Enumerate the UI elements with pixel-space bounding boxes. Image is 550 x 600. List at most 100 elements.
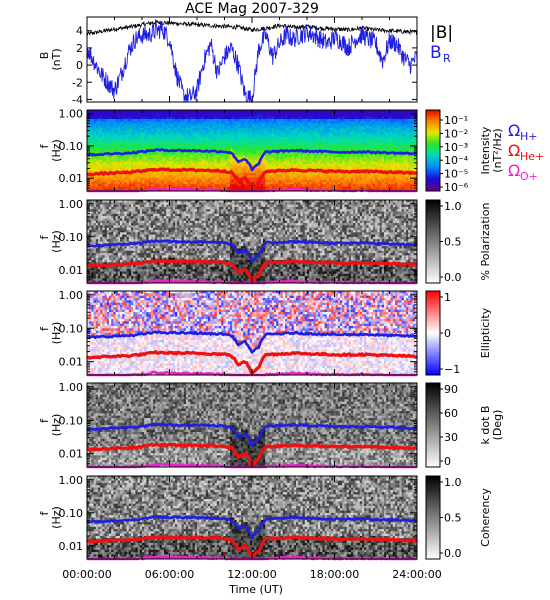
heatmap-cell <box>120 112 123 115</box>
heatmap-cell <box>223 155 226 158</box>
heatmap-cell <box>93 150 97 154</box>
heatmap-cell <box>172 119 176 122</box>
heatmap-cell <box>214 114 218 118</box>
heatmap-cell <box>155 134 158 138</box>
heatmap-cell <box>164 128 167 131</box>
heatmap-cell <box>203 130 207 133</box>
heatmap-cell <box>115 114 119 118</box>
heatmap-cell <box>293 114 297 118</box>
heatmap-cell <box>267 114 270 118</box>
heatmap-cell <box>146 121 149 124</box>
heatmap-cell <box>256 159 259 163</box>
heatmap-cell <box>304 166 308 169</box>
heatmap-cell <box>271 166 275 169</box>
heatmap-cell <box>170 141 174 145</box>
heatmap-cell <box>201 119 204 122</box>
heatmap-cell <box>179 132 182 136</box>
heatmap-cell <box>245 164 248 167</box>
heatmap-cell <box>203 155 207 158</box>
heatmap-cell <box>230 166 233 169</box>
heatmap-cell <box>285 164 288 167</box>
heatmap-cell <box>109 177 112 181</box>
heatmap-cell <box>168 130 171 133</box>
heatmap-cell <box>293 139 297 142</box>
heatmap-cell <box>100 161 103 165</box>
heatmap-cell <box>137 130 141 133</box>
heatmap-cell <box>309 128 312 131</box>
heatmap-cell <box>269 182 273 185</box>
heatmap-cell <box>106 137 110 140</box>
heatmap-cell <box>296 132 299 136</box>
heatmap-cell <box>309 179 312 183</box>
heatmap-cell <box>155 121 158 124</box>
heatmap-cell <box>197 175 200 178</box>
heatmap-cell <box>269 173 273 176</box>
heatmap-cell <box>212 125 215 129</box>
heatmap-cell <box>274 164 277 167</box>
heatmap-cell <box>150 128 154 131</box>
heatmap-cell <box>115 182 119 185</box>
heatmap-cell <box>126 184 130 187</box>
heatmap-cell <box>91 134 94 138</box>
heatmap-cell <box>115 175 119 178</box>
heatmap-cell <box>311 184 314 187</box>
heatmap-cell <box>221 119 224 122</box>
heatmap-cell <box>267 175 270 178</box>
heatmap-cell <box>311 182 314 185</box>
heatmap-cell <box>309 130 312 133</box>
heatmap-cell <box>111 159 114 163</box>
heatmap-cell <box>98 146 101 149</box>
heatmap-cell <box>117 173 121 176</box>
heatmap-cell <box>131 143 134 147</box>
heatmap-cell <box>109 159 112 163</box>
heatmap-cell <box>230 168 233 172</box>
heatmap-cell <box>280 116 284 120</box>
heatmap-cell <box>258 132 262 136</box>
heatmap-cell <box>142 159 145 163</box>
heatmap-cell <box>203 143 207 147</box>
heatmap-cell <box>161 139 165 142</box>
heatmap-cell <box>203 164 207 167</box>
heatmap-cell <box>194 137 198 140</box>
heatmap-cell <box>124 116 127 120</box>
heatmap-cell <box>104 130 108 133</box>
heatmap-cell <box>186 121 189 124</box>
heatmap-cell <box>93 137 97 140</box>
heatmap-cell <box>267 152 270 156</box>
heatmap-cell <box>128 179 132 183</box>
heatmap-cell <box>243 168 246 172</box>
heatmap-cell <box>274 134 277 138</box>
heatmap-cell <box>219 141 222 145</box>
heatmap-cell <box>161 166 165 169</box>
heatmap-cell <box>300 155 303 158</box>
heatmap-cell <box>247 168 251 172</box>
heatmap-cell <box>159 130 163 133</box>
heatmap-cell <box>194 114 198 118</box>
heatmap-cell <box>89 177 92 181</box>
heatmap-cell <box>267 110 270 113</box>
heatmap-cell <box>311 114 314 118</box>
heatmap-cell <box>181 182 185 185</box>
heatmap-cell <box>120 116 123 120</box>
heatmap-cell <box>111 161 114 165</box>
heatmap-cell <box>287 175 290 178</box>
heatmap-cell <box>307 175 310 178</box>
heatmap-cell <box>117 121 121 124</box>
heatmap-cell <box>91 141 94 145</box>
heatmap-cell <box>216 186 220 190</box>
heatmap-cell <box>144 179 147 183</box>
heatmap-cell <box>225 159 229 163</box>
heatmap-cell <box>300 175 303 178</box>
heatmap-cell <box>265 143 268 147</box>
heatmap-cell <box>298 119 301 122</box>
heatmap-cell <box>113 159 116 163</box>
heatmap-cell <box>106 134 110 138</box>
heatmap-cell <box>95 148 99 151</box>
heatmap-cell <box>256 150 259 154</box>
heatmap-cell <box>307 114 310 118</box>
heatmap-cell <box>311 166 314 169</box>
heatmap-cell <box>205 139 209 142</box>
heatmap-cell <box>227 139 231 142</box>
heatmap-cell <box>249 130 253 133</box>
heatmap-cell <box>126 177 130 181</box>
